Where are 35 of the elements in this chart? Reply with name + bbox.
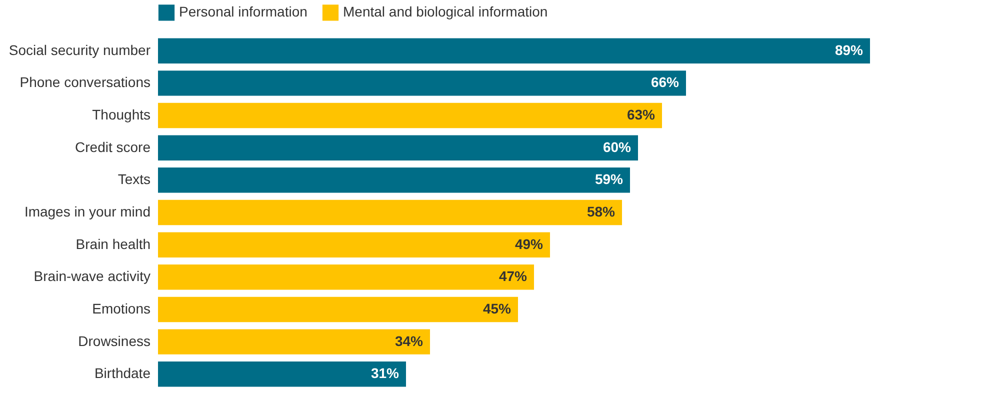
data-label: 89% [834,42,864,58]
y-tick-label: Brain-wave activity [34,268,150,284]
legend-label: Mental and biological information [343,4,548,20]
data-label: 45% [482,300,512,316]
y-tick-label: Texts [118,171,150,188]
bar [158,296,518,322]
bar [158,135,638,160]
data-label: 58% [586,204,616,220]
y-tick-label: Social security number [8,42,151,58]
data-label: 59% [594,171,624,188]
bar [158,102,662,128]
y-tick-label: Birthdate [94,365,151,382]
legend-label: Personal information [179,4,308,20]
y-tick-label: Emotions [92,300,150,316]
data-label: 60% [602,138,632,155]
bar [158,232,550,258]
data-label: 31% [370,365,400,382]
y-tick-label: Thoughts [92,106,150,123]
bar [158,329,430,354]
bar [158,38,870,64]
bar [158,362,406,387]
data-label: 34% [394,332,424,349]
bar [158,200,622,226]
y-tick-label: Images in your mind [24,204,150,220]
data-label: 49% [514,236,544,252]
y-tick-label: Phone conversations [20,74,150,90]
y-tick-label: Drowsiness [78,332,150,349]
bar [158,168,630,193]
data-label: 66% [650,74,680,90]
bar [158,264,534,290]
data-label: 63% [626,106,656,123]
y-tick-label: Brain health [76,236,150,252]
bar [158,70,686,96]
data-label: 47% [498,268,528,284]
y-tick-label: Credit score [75,138,151,155]
